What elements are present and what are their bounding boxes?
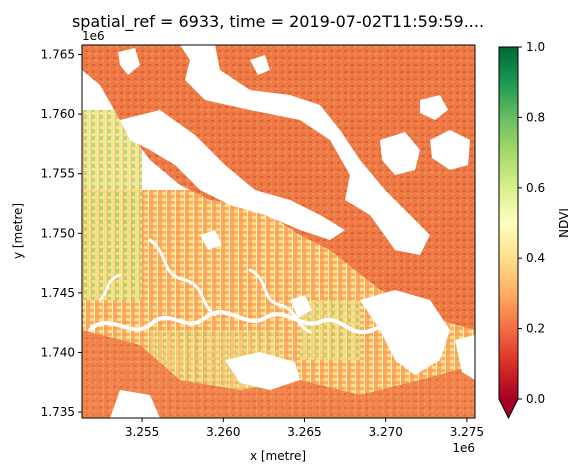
y-tick-label: 1.760 <box>41 107 75 121</box>
x-tick-label: 3.255 <box>125 425 159 439</box>
ndvi-raster <box>82 45 475 418</box>
colorbar: 0.0 0.2 0.4 0.6 0.8 1.0 NDVI <box>498 40 571 420</box>
colorbar-tick-label: 0.6 <box>526 181 545 195</box>
colorbar-tick-label: 0.8 <box>526 110 545 124</box>
red-upland <box>82 45 475 330</box>
field-region <box>82 110 142 300</box>
colorbar-tick-label: 0.2 <box>526 322 545 336</box>
x-axis-label: x [metre] <box>250 449 306 463</box>
x-tick-label: 3.275 <box>450 425 484 439</box>
plot-frame <box>81 44 476 419</box>
x-tick-label: 3.260 <box>206 425 240 439</box>
colorbar-extend-triangle <box>499 399 518 418</box>
x-offset-label: 1e6 <box>452 441 475 455</box>
y-tick-label: 1.750 <box>41 226 75 240</box>
colorbar-tick-label: 0.0 <box>526 392 545 406</box>
river <box>148 238 217 317</box>
y-tick-label: 1.765 <box>41 48 75 62</box>
colorbar-gradient <box>499 47 518 399</box>
x-axis-ticks: 3.255 3.260 3.265 3.270 3.275 <box>125 418 484 439</box>
y-tick-label: 1.740 <box>41 345 75 359</box>
y-axis-ticks: 1.735 1.740 1.745 1.750 1.755 1.760 1.765 <box>41 48 82 419</box>
x-tick-label: 3.270 <box>369 425 403 439</box>
river <box>88 310 432 342</box>
y-tick-label: 1.735 <box>41 405 75 419</box>
river <box>248 268 312 334</box>
red-upland <box>82 330 475 418</box>
chart-title: spatial_ref = 6933, time = 2019-07-02T11… <box>72 12 484 32</box>
river <box>98 273 122 302</box>
colorbar-ticks: 0.0 0.2 0.4 0.6 0.8 1.0 <box>518 40 545 406</box>
no-data-mask <box>100 45 475 418</box>
y-tick-label: 1.745 <box>41 286 75 300</box>
x-tick-label: 3.265 <box>287 425 321 439</box>
y-offset-label: 1e6 <box>82 29 105 43</box>
plot-area <box>82 45 475 418</box>
y-tick-label: 1.755 <box>41 167 75 181</box>
colorbar-tick-label: 0.4 <box>526 251 545 265</box>
colorbar-label: NDVI <box>557 208 571 238</box>
colorbar-tick-label: 1.0 <box>526 40 545 54</box>
colorbar-frame <box>498 46 519 420</box>
y-axis-label: y [metre] <box>11 203 25 259</box>
